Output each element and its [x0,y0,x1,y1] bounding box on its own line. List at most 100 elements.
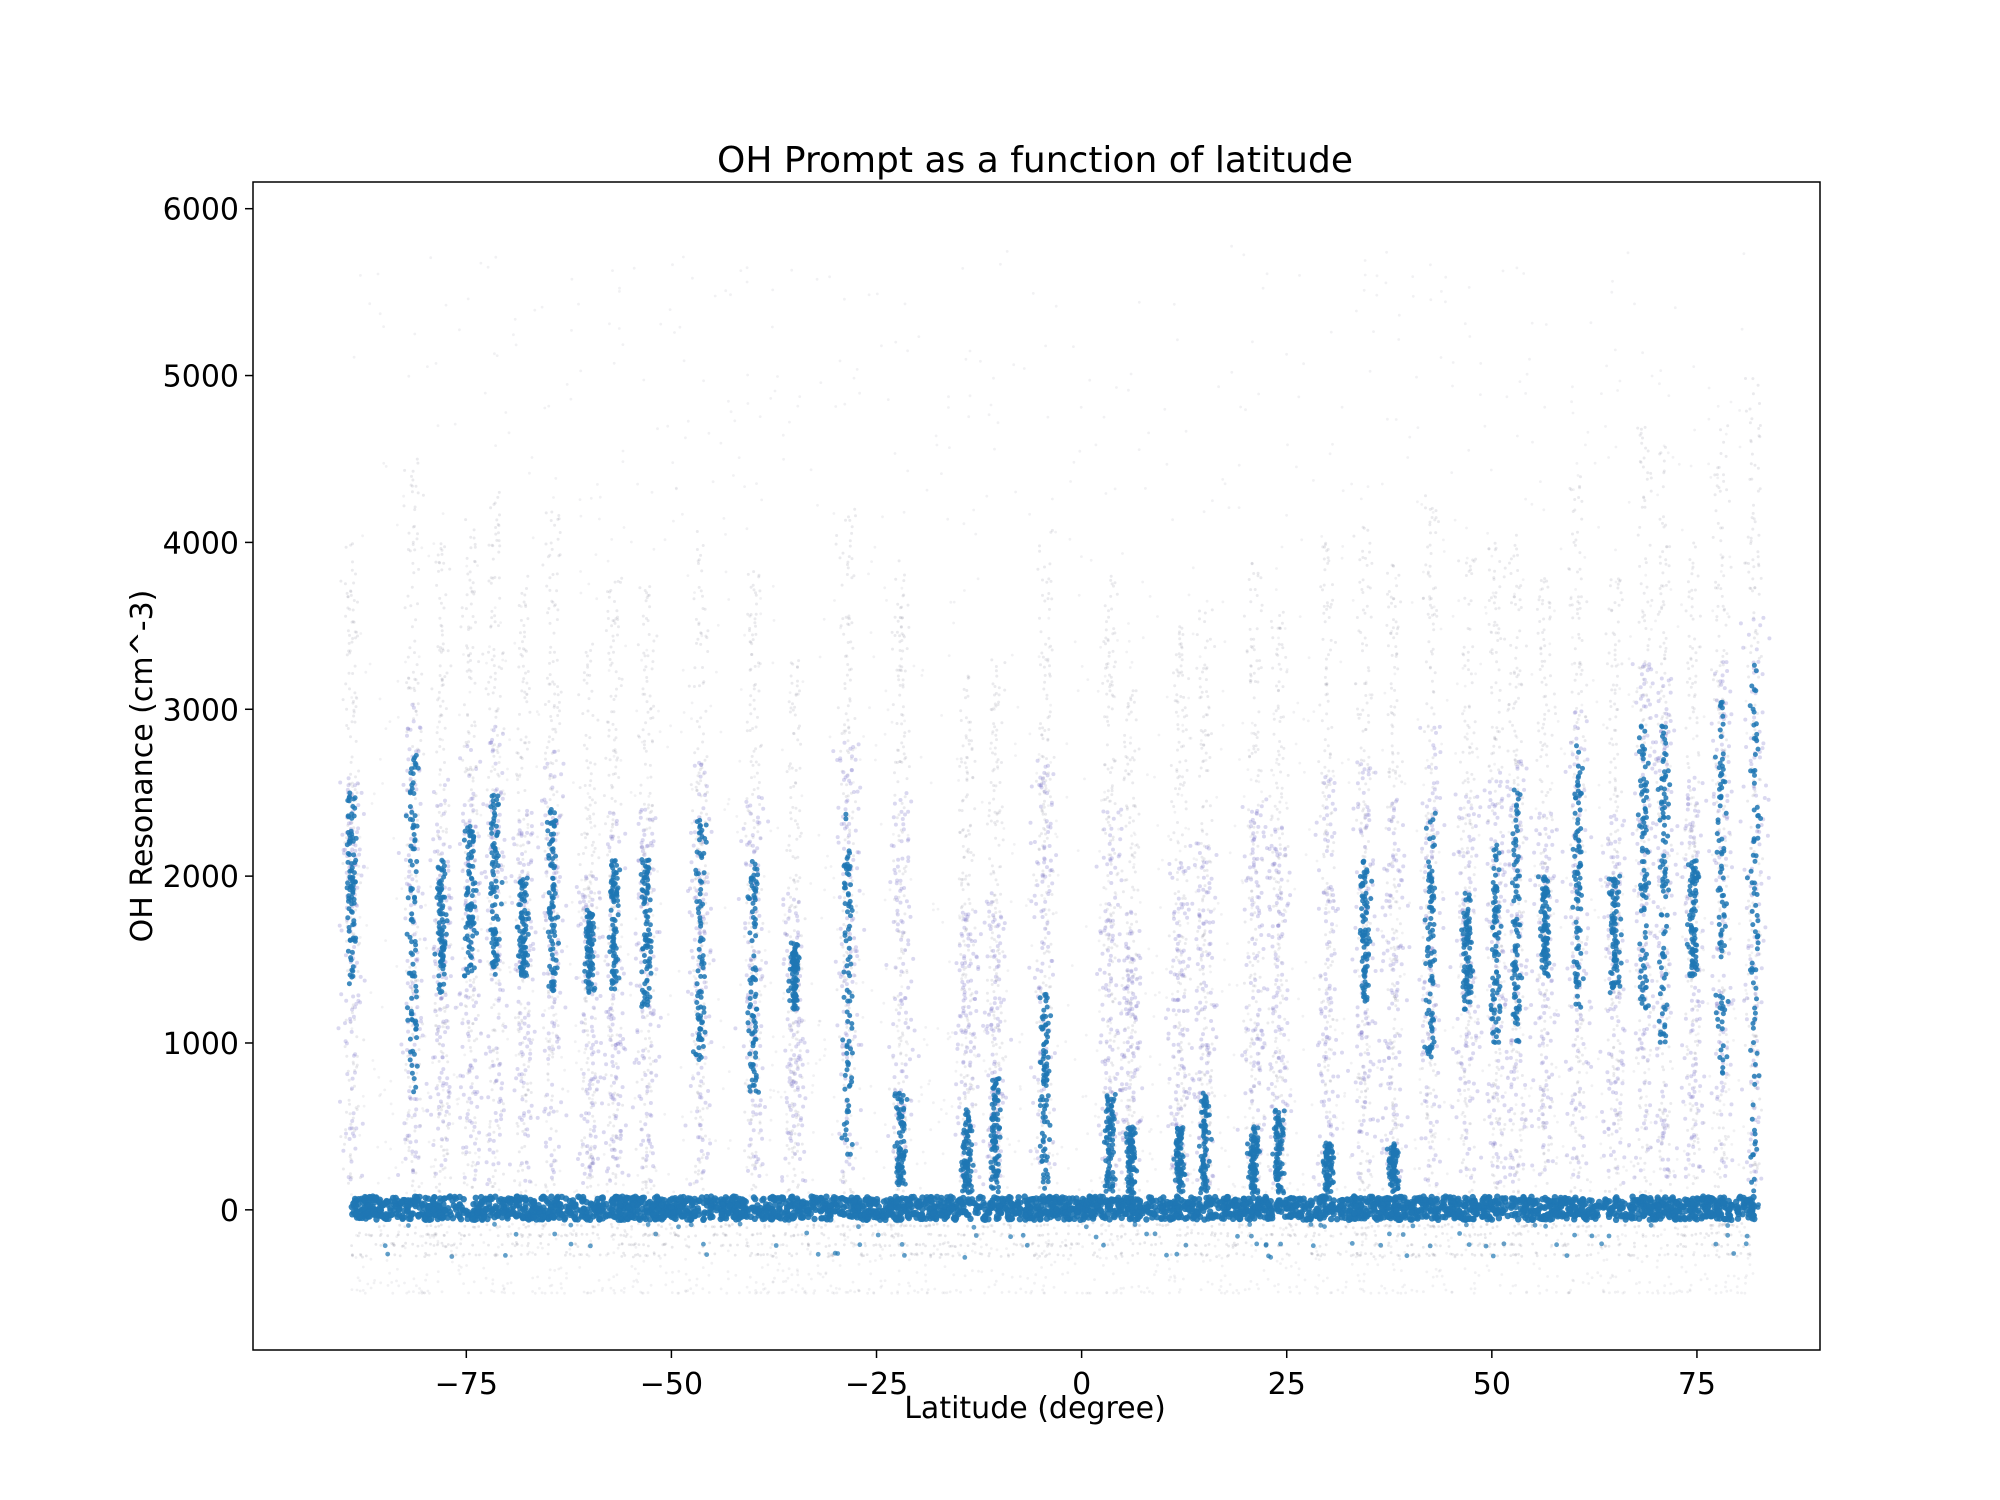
data-point [529,810,534,815]
data-point [1444,300,1447,304]
data-point [476,917,480,921]
data-point [1005,1247,1008,1250]
data-point [433,962,438,967]
data-point [443,675,447,679]
data-point [1171,992,1174,996]
data-point [518,873,522,877]
data-point [437,1059,441,1063]
data-point [555,1019,558,1022]
data-point [467,653,471,657]
data-point [1516,1070,1519,1073]
data-point [549,1105,553,1110]
data-point [1738,445,1742,449]
data-point [759,1291,763,1295]
data-point [745,280,749,284]
data-point [1478,1035,1481,1039]
data-point [556,685,560,689]
data-point [1563,752,1567,756]
data-point [411,561,415,565]
data-point [1223,482,1227,486]
data-point [788,691,792,694]
data-point [1277,1283,1280,1286]
data-point [378,312,382,316]
data-point [1340,405,1344,409]
data-point [371,1059,375,1062]
data-point [1707,462,1710,466]
scatter-points [336,244,1772,1295]
data-point [1746,1256,1750,1260]
data-point [1672,1169,1675,1173]
data-point [434,1185,438,1189]
data-point [345,591,349,595]
data-point [1040,991,1044,995]
data-point [903,719,906,723]
data-point [1521,1033,1525,1037]
data-point [382,325,385,328]
data-point [445,1102,449,1106]
data-point [526,1165,531,1170]
data-point [447,944,451,949]
data-point [1383,1254,1386,1258]
data-point [879,1286,883,1289]
data-point [1724,432,1728,436]
data-point [881,1248,884,1251]
data-point [556,706,560,709]
data-point [1636,1256,1640,1260]
data-point [947,395,950,399]
data-point [654,1169,658,1173]
data-point [345,1072,350,1077]
data-point [820,916,824,920]
data-point [1742,252,1746,256]
data-point [737,1291,741,1295]
data-point [1669,1282,1673,1286]
data-point [445,671,449,675]
data-point [475,812,479,816]
data-point [470,881,476,887]
data-point [879,1279,883,1283]
data-point [1584,1229,1588,1233]
data-point [517,665,521,669]
data-point [727,1070,731,1073]
data-point [1202,510,1206,514]
data-point [1093,1114,1097,1118]
data-point [1152,1015,1156,1018]
data-point [388,1271,391,1275]
data-point [516,791,520,795]
data-point [1341,489,1345,493]
data-point [438,737,442,741]
data-point [489,973,493,976]
data-point [1732,1007,1736,1011]
data-point [832,512,836,515]
data-point [513,879,518,884]
data-point [349,735,352,739]
data-point [490,609,494,613]
data-point [594,553,598,556]
data-point [1191,632,1195,636]
data-point [1047,616,1051,620]
data-point [409,903,413,908]
data-point [1156,824,1160,827]
data-point [796,404,800,408]
data-point [520,591,524,595]
data-point [597,1279,601,1282]
data-point [1732,1129,1736,1133]
data-point [461,947,465,950]
data-point [353,720,357,724]
data-point [658,730,662,734]
data-point [1661,1125,1665,1129]
data-point [467,740,471,744]
data-point [1221,478,1225,481]
data-point [437,810,441,814]
data-point [1584,850,1587,854]
data-point [1216,1238,1220,1242]
data-point [955,1060,959,1064]
data-point [1301,1014,1305,1018]
data-point [558,1169,562,1173]
data-point [446,777,451,782]
data-point [526,1235,530,1239]
data-point [524,812,529,817]
data-point [418,1097,422,1101]
data-point [1637,1291,1641,1295]
data-point [446,864,451,869]
data-point [535,710,539,714]
